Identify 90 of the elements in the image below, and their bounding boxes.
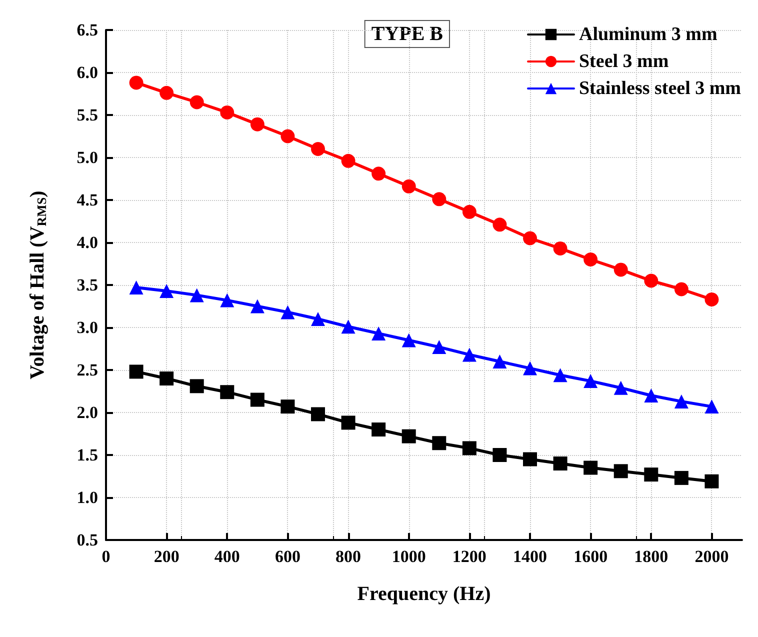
legend-label: Stainless steel 3 mm	[578, 78, 742, 99]
point	[250, 117, 264, 132]
point	[250, 392, 264, 407]
point	[614, 380, 628, 395]
y-tick-label: 3.0	[76, 318, 98, 337]
y-axis-title: Voltage of Hall (VRMS)	[26, 190, 49, 380]
x-tick-label: 1000	[392, 547, 426, 566]
point	[190, 95, 204, 110]
point	[704, 474, 719, 488]
point	[553, 456, 568, 470]
point	[553, 368, 568, 382]
point	[190, 288, 204, 302]
point	[372, 326, 386, 340]
point	[160, 284, 174, 298]
legend-title: TYPE B	[371, 23, 444, 45]
legend-label: Aluminum 3 mm	[578, 24, 718, 45]
y-tick-label: 6.5	[76, 20, 98, 40]
point	[311, 407, 325, 422]
point	[311, 312, 325, 326]
y-tick-label: 5.5	[76, 106, 98, 124]
x-tick-label: 2000	[694, 547, 729, 566]
point	[462, 348, 476, 362]
y-tick-label: 1.5	[76, 446, 98, 464]
x-tick-label: 0	[102, 547, 110, 566]
point	[372, 422, 386, 436]
point	[311, 142, 325, 156]
point	[341, 320, 356, 334]
point	[492, 448, 507, 462]
point	[584, 374, 598, 388]
point	[341, 416, 356, 430]
x-axis-title: Frequency (Hz)	[357, 583, 491, 605]
point	[644, 274, 658, 288]
y-tick-label: 2.0	[76, 403, 98, 422]
point	[160, 372, 174, 386]
point	[462, 204, 476, 219]
point	[553, 241, 568, 256]
point	[523, 231, 537, 246]
point	[644, 388, 658, 402]
point	[280, 129, 295, 144]
y-tick-label: 4.0	[76, 233, 98, 252]
point	[523, 452, 537, 466]
point	[704, 292, 719, 306]
x-tick-label: 400	[214, 547, 240, 566]
y-tick-label: 5.0	[76, 148, 98, 167]
point	[190, 379, 204, 394]
point	[280, 305, 295, 320]
point	[432, 340, 446, 354]
x-tick-label: 1800	[634, 547, 668, 566]
point	[492, 354, 507, 368]
x-tick-label: 200	[154, 547, 180, 566]
point	[402, 429, 416, 444]
point	[341, 154, 356, 168]
x-tick-label: 600	[274, 547, 300, 566]
y-tick-label: 0.5	[76, 530, 98, 550]
point	[250, 299, 264, 314]
y-tick-label: 3.5	[76, 276, 98, 294]
point	[402, 179, 416, 194]
point	[129, 76, 144, 90]
point	[402, 333, 416, 348]
x-tick-label: 1400	[513, 547, 547, 566]
point	[674, 394, 688, 408]
point	[372, 166, 386, 181]
point	[220, 385, 234, 400]
point	[220, 293, 234, 308]
point	[523, 361, 537, 376]
point	[614, 262, 628, 277]
point	[644, 468, 658, 482]
point	[584, 252, 598, 266]
y-tick-label: 4.5	[76, 190, 98, 210]
point	[432, 192, 446, 206]
x-tick-label: 1600	[574, 547, 608, 566]
x-tick-label: 800	[336, 547, 362, 566]
point	[432, 436, 446, 450]
x-tick-label: 1200	[452, 547, 486, 566]
y-tick-label: 1.0	[76, 488, 98, 507]
point	[492, 218, 507, 232]
y-tick-label: 6.0	[76, 63, 98, 82]
point	[129, 364, 144, 379]
point	[704, 400, 719, 414]
point	[674, 282, 688, 296]
legend-label: Steel 3 mm	[578, 51, 669, 72]
point	[129, 280, 144, 295]
point	[584, 460, 598, 475]
point	[462, 441, 476, 456]
point	[614, 464, 628, 478]
point	[220, 105, 234, 120]
y-tick-label: 2.5	[76, 360, 98, 380]
point	[674, 470, 688, 485]
point	[160, 86, 174, 100]
point	[280, 400, 295, 414]
